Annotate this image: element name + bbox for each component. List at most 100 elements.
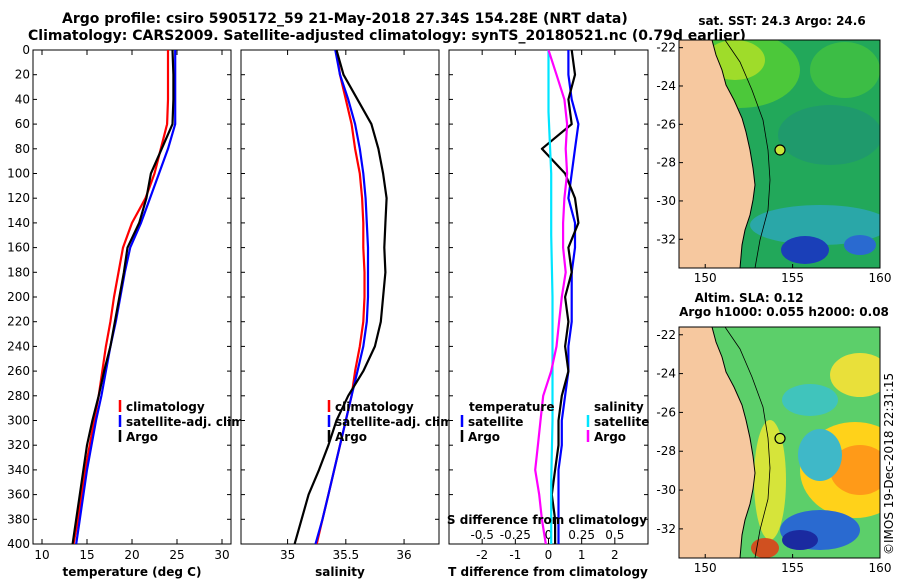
sla-land <box>679 327 756 558</box>
sst-cold-patch-east <box>844 235 876 255</box>
s-tick-label: -0.25 <box>500 528 531 542</box>
map-y-tick-label: -28 <box>656 156 676 170</box>
sla-shelf-contour <box>724 327 771 558</box>
sla-map: Altim. SLA: 0.12 Argo h1000: 0.055 h2000… <box>656 291 891 575</box>
map-x-tick-label: 155 <box>781 271 804 285</box>
y-tick-label: 140 <box>7 216 30 230</box>
map-y-tick-label: -32 <box>656 522 676 536</box>
series-line-temperature-argo <box>540 50 580 544</box>
difference-depth-ticks <box>449 49 648 545</box>
s-tick-label: 0.5 <box>605 528 624 542</box>
sst-warm-patch-east <box>810 42 880 98</box>
map-x-tick-label: 155 <box>781 561 804 575</box>
salinity-depth-ticks <box>241 49 439 545</box>
y-tick-label: 0 <box>22 43 30 57</box>
y-tick-label: 320 <box>7 438 30 452</box>
sst-map: sat. SST: 24.3 Argo: 24.6 150 155 160 -22 -2… <box>656 14 891 285</box>
legend-label-argo: Argo <box>126 430 158 444</box>
temperature-legend: climatology satellite-adj. clim. Argo <box>118 400 248 444</box>
y-tick-label: 100 <box>7 167 30 181</box>
s-difference-axis-ticks: -0.5 -0.25 0 0.25 0.5 <box>470 50 624 542</box>
depth-axis-ticks: 0 20 40 60 80 100 120 140 160 180 200 220 240 260 280 3… <box>7 43 231 551</box>
series-line-climatology <box>72 50 170 544</box>
temperature-xlabel: temperature (deg C) <box>63 565 202 579</box>
x-tick-label: 35 <box>280 548 295 562</box>
y-tick-label: 220 <box>7 315 30 329</box>
legend-label-argo: Argo <box>468 430 500 444</box>
salinity-profiles <box>293 50 388 544</box>
map-x-tick-label: 150 <box>694 561 717 575</box>
sla-yellow-band <box>754 420 786 540</box>
map-y-tick-label: -26 <box>656 117 676 131</box>
x-tick-label: -1 <box>509 548 521 562</box>
temperature-axis-ticks: 10 15 20 25 30 <box>34 50 230 562</box>
legend-label-argo: Argo <box>594 430 626 444</box>
map-y-tick-label: -22 <box>656 41 676 55</box>
y-tick-label: 240 <box>7 339 30 353</box>
difference-legend-temperature: temperature satellite Argo <box>460 400 554 444</box>
y-tick-label: 80 <box>15 142 30 156</box>
temperature-panel: 0 20 40 60 80 100 120 140 160 180 200 220 240 260 280 3… <box>7 43 248 579</box>
x-tick-label: 25 <box>169 548 184 562</box>
map-y-tick-label: -22 <box>656 328 676 342</box>
salinity-legend: climatology satellite-adj. clim. Argo <box>327 400 457 444</box>
x-tick-label: 1 <box>578 548 586 562</box>
y-tick-label: 400 <box>7 537 30 551</box>
sla-map-ticks: 150 155 160 -22 -24 -26 -28 -30 -32 <box>656 328 891 575</box>
legend-label-argo: Argo <box>335 430 367 444</box>
y-tick-label: 280 <box>7 389 30 403</box>
salinity-frame <box>240 49 440 545</box>
sla-cyan-eddy-south <box>798 429 842 481</box>
y-tick-label: 160 <box>7 241 30 255</box>
sla-map-frame <box>678 326 881 559</box>
sla-map-title-line2: Argo h1000: 0.055 h2000: 0.08 <box>679 305 889 319</box>
sst-cool-patch <box>778 105 880 165</box>
x-tick-label: 10 <box>34 548 49 562</box>
x-tick-label: 30 <box>214 548 229 562</box>
y-tick-label: 340 <box>7 463 30 477</box>
sst-map-ticks: 150 155 160 -22 -24 -26 -28 -30 -32 <box>656 41 891 285</box>
legend-title-temperature: temperature <box>469 400 554 414</box>
y-tick-label: 380 <box>7 512 30 526</box>
sla-high-core <box>830 445 880 495</box>
series-line-satellite-adj-clim- <box>314 50 370 544</box>
legend-title-salinity: salinity <box>594 400 644 414</box>
legend-label-satellite: satellite-adj. clim. <box>126 415 248 429</box>
salinity-xlabel: salinity <box>315 565 365 579</box>
legend-label-satellite: satellite-adj. clim. <box>335 415 457 429</box>
series-line-argo <box>71 50 175 544</box>
sst-shelf-contour <box>724 40 771 268</box>
legend-label-climatology: climatology <box>126 400 205 414</box>
s-tick-label: 0.25 <box>568 528 595 542</box>
x-tick-label: 2 <box>611 548 619 562</box>
map-y-tick-label: -24 <box>656 79 676 93</box>
figure-title-line2: Climatology: CARS2009. Satellite-adjuste… <box>28 28 746 44</box>
y-tick-label: 60 <box>15 117 30 131</box>
y-tick-label: 120 <box>7 191 30 205</box>
figure-title-line1: Argo profile: csiro 5905172_59 21-May-20… <box>62 11 628 27</box>
series-line-salinity-satellite <box>547 50 554 544</box>
sla-high-patch-north <box>830 353 880 397</box>
sla-low-core <box>782 530 818 550</box>
sst-cyan-band <box>750 205 880 245</box>
t-difference-xlabel: T difference from climatology <box>448 565 648 579</box>
salinity-panel: 35 35.5 36 salinity climatology satellite-… <box>240 49 457 579</box>
s-tick-label: 0 <box>545 528 553 542</box>
temperature-frame <box>32 49 232 545</box>
sla-argo-marker <box>774 432 786 445</box>
y-tick-label: 360 <box>7 488 30 502</box>
sst-cold-patch <box>781 236 829 264</box>
map-y-tick-label: -30 <box>656 194 676 208</box>
map-x-tick-label: 160 <box>869 561 892 575</box>
map-y-tick-label: -32 <box>656 232 676 246</box>
t-difference-axis-ticks: -2 -1 0 1 2 <box>476 539 619 562</box>
map-y-tick-label: -30 <box>656 483 676 497</box>
sst-map-title: sat. SST: 24.3 Argo: 24.6 <box>698 14 865 28</box>
map-x-tick-label: 160 <box>869 271 892 285</box>
sla-map-title-line1: Altim. SLA: 0.12 <box>695 291 804 305</box>
map-y-tick-label: -26 <box>656 405 676 419</box>
x-tick-label: 0 <box>545 548 553 562</box>
x-tick-label: 35.5 <box>332 548 359 562</box>
s-difference-xlabel: S difference from climatology <box>447 513 647 527</box>
